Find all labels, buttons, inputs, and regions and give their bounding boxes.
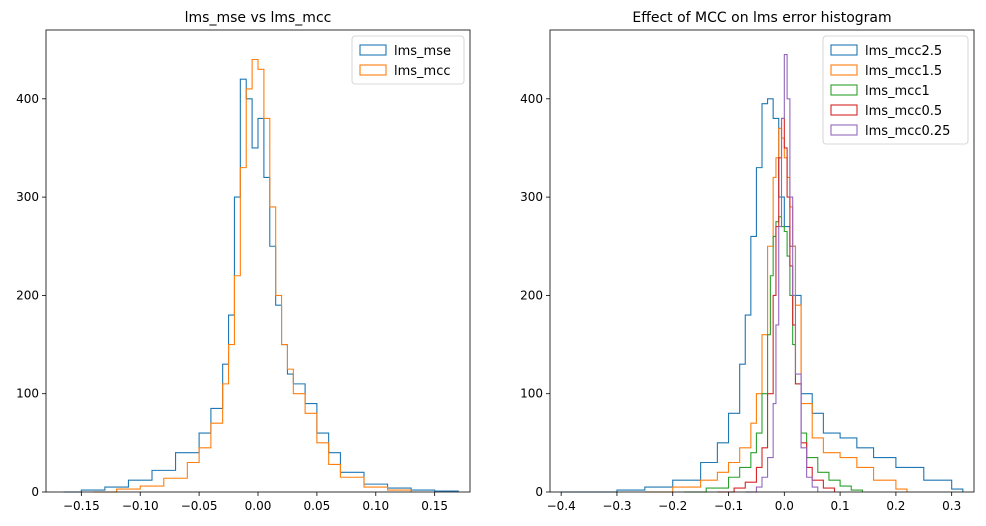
- legend-swatch: [830, 64, 858, 76]
- legend-swatch: [359, 64, 387, 76]
- legend-swatch: [359, 44, 387, 56]
- series-lms_mcc: [93, 58, 412, 493]
- x-tick-label: 0.1: [831, 499, 850, 513]
- chart-title: Effect of MCC on lms error histogram: [632, 10, 891, 26]
- x-tick-label: −0.05: [181, 499, 218, 513]
- y-tick-label: 200: [16, 288, 39, 302]
- legend-box: [351, 35, 465, 85]
- x-tick-label: −0.10: [122, 499, 159, 513]
- x-tick-label: 0.2: [886, 499, 905, 513]
- legend-label: lms_mcc0.5: [865, 104, 942, 119]
- legend: lms_mcc2.5 lms_mcc1.5 lms_mcc1 lms_mcc0.5lm…: [822, 35, 969, 145]
- legend-swatch: [830, 84, 858, 96]
- y-tick-label: 400: [520, 92, 543, 106]
- x-tick-label: −0.3: [602, 499, 631, 513]
- x-tick-label: 0.00: [245, 499, 272, 513]
- chart-title: lms_mse vs lms_mcc: [185, 10, 332, 26]
- legend: lms_mse lms_mcc: [351, 35, 465, 85]
- legend-label: lms_mcc2.5: [865, 44, 942, 59]
- axes-frame: [549, 29, 975, 493]
- x-tick-label: −0.2: [658, 499, 687, 513]
- chart-panel-1: lms_mse vs lms_mcc −0.15 −0.10 −0.05 0.00 0.0…: [16, 10, 471, 513]
- series-lms_mcc0.25: [745, 54, 819, 493]
- x-tick-label: 0.3: [942, 499, 961, 513]
- legend-box: [822, 35, 969, 145]
- x-tick-label: −0.15: [63, 499, 100, 513]
- series-lms_mse: [63, 78, 459, 493]
- legend-label: lms_mcc: [394, 64, 451, 79]
- y-tick-label: 200: [520, 288, 543, 302]
- y-tick-label: 0: [535, 485, 543, 499]
- legend-swatch: [830, 104, 858, 116]
- x-tick-label: 0.10: [362, 499, 389, 513]
- x-tick-label: 0.0: [775, 499, 794, 513]
- y-tick-label: 400: [16, 92, 39, 106]
- legend-label: lms_mcc0.25: [865, 124, 950, 139]
- x-tick-label: 0.15: [421, 499, 448, 513]
- y-tick-label: 100: [16, 387, 39, 401]
- axes-frame: [45, 29, 471, 493]
- legend-label: lms_mcc1: [865, 84, 930, 99]
- legend-swatch: [830, 124, 858, 136]
- y-tick-label: 300: [16, 190, 39, 204]
- x-tick-label: 0.05: [304, 499, 331, 513]
- y-tick-label: 100: [520, 387, 543, 401]
- series-lms_mcc2.5: [561, 98, 964, 493]
- y-tick-label: 300: [520, 190, 543, 204]
- legend-swatch: [830, 44, 858, 56]
- y-tick-label: 0: [31, 485, 39, 499]
- legend-label: lms_mcc1.5: [865, 64, 942, 79]
- x-tick-label: −0.1: [714, 499, 743, 513]
- x-tick-label: −0.4: [547, 499, 576, 513]
- legend-label: lms_mse: [394, 44, 451, 59]
- chart-panel-2: Effect of MCC on lms error histogram −0.4…: [520, 10, 975, 513]
- series-lms_mcc1.5: [644, 127, 908, 493]
